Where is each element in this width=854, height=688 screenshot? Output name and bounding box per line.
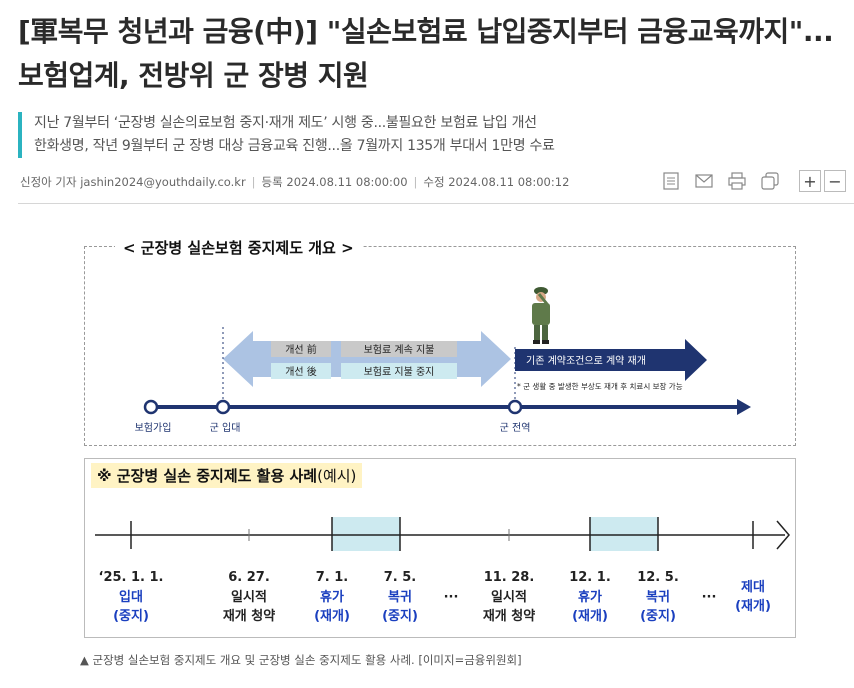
article-subheading: 지난 7월부터 ‘군장병 실손의료보험 중지·재개 제도’ 시행 중...불필요… <box>18 112 555 158</box>
event-label: 일시적 <box>231 589 267 605</box>
row-label-box <box>271 341 331 357</box>
example-panel: ※ 군장병 실손 중지제도 활용 사례(예시) ‘25. 1. 1. 입대 (중지)… <box>84 458 796 638</box>
event-date: 7. 1. <box>316 570 349 585</box>
event-label: (중지) <box>382 609 418 624</box>
event-label: 재개 청약 <box>223 608 275 624</box>
event-label: (재개) <box>735 599 771 614</box>
timeline-label-discharge: 군 전역 <box>500 422 531 434</box>
event-label: (재개) <box>314 609 350 624</box>
article-figure: < 군장병 실손보험 중지제도 개요 > 개선 前 보험료 계속 지불 개선 後… <box>84 237 796 662</box>
event-label: (중지) <box>113 609 149 624</box>
example-timeline-arrowhead <box>776 520 790 550</box>
suspension-gap-band <box>590 517 658 551</box>
event-date: 11. 28. <box>484 570 535 585</box>
zoom-out-button[interactable]: − <box>824 170 846 192</box>
timeline-node-enlist <box>215 399 231 415</box>
event-date: ‘25. 1. 1. <box>99 570 164 585</box>
article-headline: [軍복무 청년과 금융(中)] "실손보험료 납입중지부터 금융교육까지"...… <box>18 15 834 92</box>
soldier-icon <box>532 287 550 344</box>
event-date: 7. 5. <box>384 570 417 585</box>
email-icon[interactable] <box>694 171 714 191</box>
zoom-in-button[interactable]: + <box>799 170 821 192</box>
print-icon[interactable] <box>727 171 747 191</box>
registered-date: 2024.08.11 08:00:00 <box>286 175 408 189</box>
row-value-box <box>341 363 457 379</box>
subheading-line: 한화생명, 작년 9월부터 군 장병 대상 금융교육 진행...올 7월까지 1… <box>34 138 555 154</box>
overview-panel: < 군장병 실손보험 중지제도 개요 > 개선 前 보험료 계속 지불 개선 後… <box>84 237 796 446</box>
figure-caption: ▲ 군장병 실손보험 중지제도 개요 및 군장병 실손 중지제도 활용 사례. … <box>80 653 522 667</box>
row-value-after: 보험료 지불 중지 <box>364 366 435 378</box>
header-divider <box>18 203 854 204</box>
event-label: (재개) <box>572 609 608 624</box>
event-label: ··· <box>444 590 459 605</box>
article-meta: 신정아 기자 jashin2024@youthdaily.co.kr | 등록 20… <box>20 175 570 189</box>
event-label: 재개 청약 <box>483 608 535 624</box>
timeline-label-enlist: 군 입대 <box>210 421 241 434</box>
timeline-node-join <box>143 399 159 415</box>
copy-icon[interactable] <box>760 171 780 191</box>
modified-date: 2024.08.11 08:00:12 <box>448 175 570 189</box>
event-date: 12. 1. <box>569 570 611 585</box>
article-icon[interactable] <box>661 171 681 191</box>
subheading-line: 지난 7월부터 ‘군장병 실손의료보험 중지·재개 제도’ 시행 중...불필요… <box>34 115 537 131</box>
timeline-node-discharge <box>507 399 523 415</box>
event-label: ··· <box>702 590 717 605</box>
overview-diagram: 개선 前 보험료 계속 지불 개선 後 보험료 지불 중지 기존 계약조건으로 … <box>135 287 751 434</box>
registered-label: 등록 <box>261 175 283 189</box>
resume-note: * 군 생활 중 발생한 부상도 재개 후 치료시 보장 가능 <box>517 381 683 391</box>
event-label: 휴가 <box>320 589 344 605</box>
event-label: 입대 <box>119 590 143 605</box>
example-title-suffix: (예시) <box>317 467 357 485</box>
row-label-after: 개선 後 <box>285 365 317 378</box>
event-date: 12. 5. <box>637 570 679 585</box>
example-title-main: ※ 군장병 실손 중지제도 활용 사례 <box>97 467 318 485</box>
row-value-before: 보험료 계속 지불 <box>364 344 435 356</box>
author-byline: 신정아 기자 jashin2024@youthdaily.co.kr <box>20 175 246 189</box>
article-tools: + − <box>648 170 846 192</box>
timeline-label-join: 보험가입 <box>135 421 172 434</box>
event-label: 복귀 <box>646 589 670 605</box>
event-label: 휴가 <box>578 589 602 605</box>
event-label: (중지) <box>640 609 676 624</box>
font-size-controls: + − <box>796 170 846 192</box>
event-label: 일시적 <box>491 589 527 605</box>
row-label-box <box>271 363 331 379</box>
overview-title: < 군장병 실손보험 중지제도 개요 > <box>115 237 362 258</box>
resume-text: 기존 계약조건으로 계약 재개 <box>526 355 646 367</box>
row-label-before: 개선 前 <box>285 343 317 356</box>
modified-label: 수정 <box>423 175 445 189</box>
event-label: 제대 <box>741 580 765 595</box>
event-label: 복귀 <box>388 589 412 605</box>
row-value-box <box>341 341 457 357</box>
suspension-gap-band <box>332 517 400 551</box>
overview-timeline-arrowhead <box>737 399 751 415</box>
resume-arrow <box>515 339 707 381</box>
example-title: ※ 군장병 실손 중지제도 활용 사례(예시) <box>91 463 363 488</box>
event-date: 6. 27. <box>228 570 270 585</box>
